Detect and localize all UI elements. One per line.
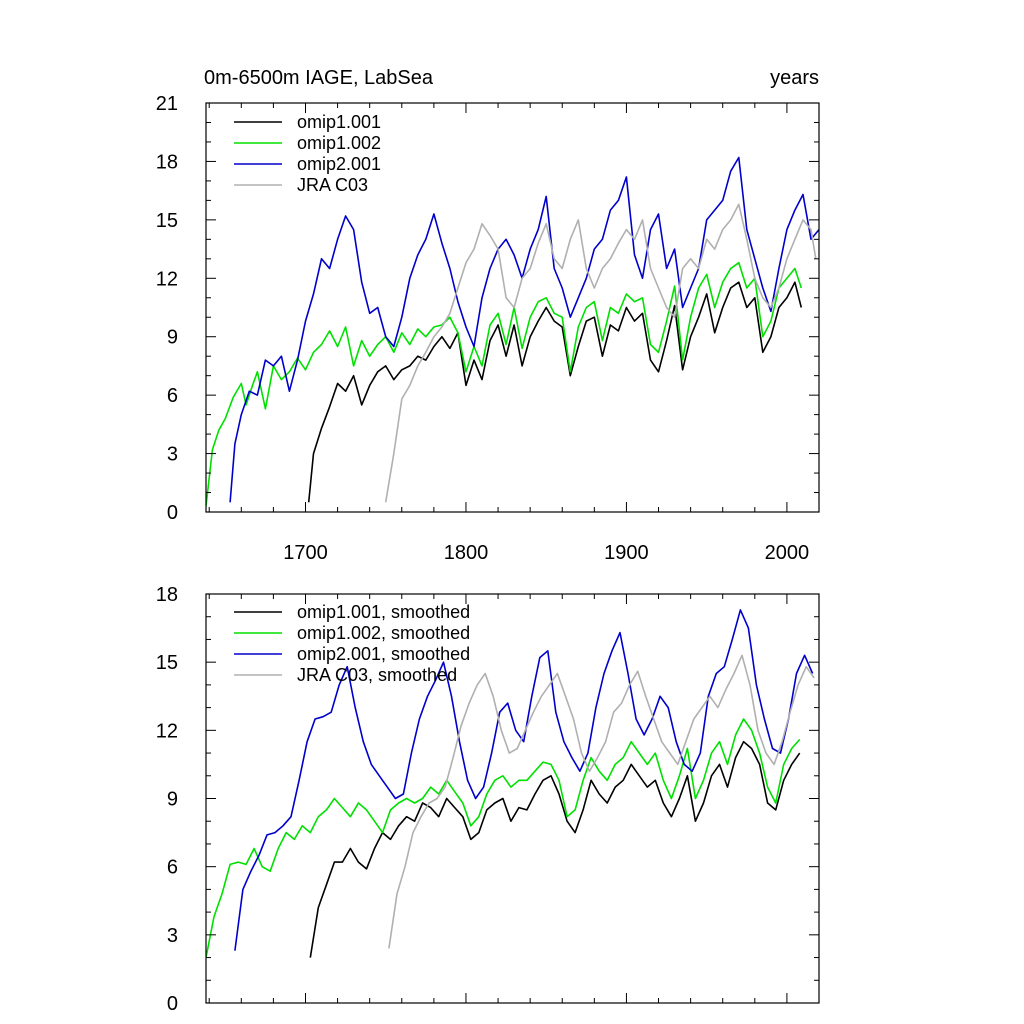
- units-label: years: [770, 67, 819, 89]
- series-line-omip1-002-smoothed: [206, 718, 801, 958]
- legend-label: omip2.001, smoothed: [297, 644, 470, 664]
- legend-label: omip1.002: [297, 133, 381, 153]
- legend-label: omip2.001: [297, 154, 381, 174]
- x-tick-label: 2000: [765, 542, 810, 564]
- series-line-omip2-001: [229, 156, 819, 503]
- legend-label: omip1.001, smoothed: [297, 602, 470, 622]
- x-tick-label: 1900: [604, 542, 649, 564]
- legend-label: JRA C03, smoothed: [297, 665, 457, 685]
- chart-title: 0m-6500m IAGE, LabSea: [204, 67, 434, 89]
- plot-frame: [205, 102, 820, 513]
- series-line-omip1-002: [206, 261, 803, 507]
- series-line-omip2-001-smoothed: [234, 609, 814, 951]
- y-tick-label: 6: [167, 385, 178, 407]
- y-tick-label: 12: [156, 720, 178, 742]
- y-tick-label: 15: [156, 210, 178, 232]
- legend-label: omip1.002, smoothed: [297, 623, 470, 643]
- series-line-jra-c03: [384, 203, 817, 503]
- legend-label: JRA C03: [297, 175, 368, 195]
- y-tick-label: 12: [156, 268, 178, 290]
- y-tick-label: 3: [167, 925, 178, 947]
- series-line-omip1-001-smoothed: [309, 740, 801, 958]
- y-tick-label: 18: [156, 151, 178, 173]
- y-tick-label: 6: [167, 857, 178, 879]
- y-tick-label: 18: [156, 584, 178, 606]
- bottom-panel: 0 3 6 9 12 15 18 omip1.001, smoothedomip1.002, …: [156, 584, 820, 1015]
- y-tick-label: 9: [167, 789, 178, 811]
- series-group: [206, 609, 815, 958]
- series-group: [206, 156, 819, 507]
- y-tick-label: 3: [167, 444, 178, 466]
- top-panel: 0 3 6 9 12 15 18 21 1700 1800 1900 2000 0m-6500m IAG…: [156, 67, 820, 564]
- x-tick-label: 1800: [444, 542, 489, 564]
- y-tick-label: 0: [167, 502, 178, 524]
- x-tick-label: 1700: [283, 542, 328, 564]
- legend-label: omip1.001: [297, 112, 381, 132]
- series-line-omip1-001: [307, 281, 803, 503]
- y-tick-label: 9: [167, 327, 178, 349]
- y-tick-label: 0: [167, 993, 178, 1015]
- y-tick-label: 15: [156, 652, 178, 674]
- y-tick-label: 21: [156, 93, 178, 115]
- series-line-jra-c03-smoothed: [388, 654, 815, 949]
